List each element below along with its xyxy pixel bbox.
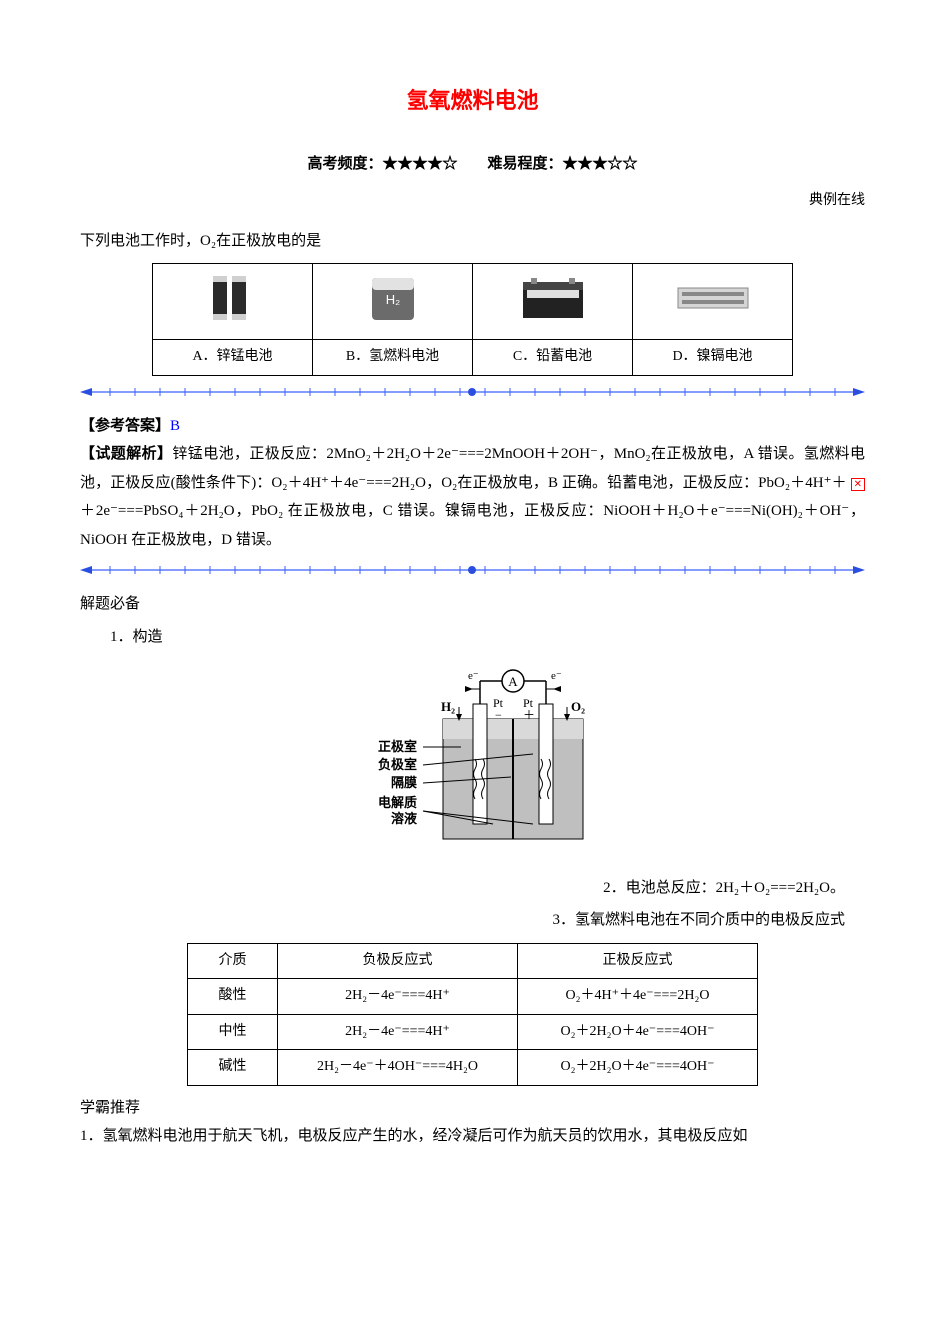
neg-room-label: 负极室 xyxy=(378,757,417,772)
essentials-item-3: 3．氢氧燃料电池在不同介质中的电极反应式 xyxy=(80,906,865,935)
question-text: 下列电池工作时，O₂在正极放电的是 xyxy=(80,227,865,256)
electron-right: e⁻ xyxy=(551,670,562,682)
meta-line: 高考频度：★★★★☆ 难易程度：★★★☆☆ xyxy=(80,150,865,179)
broken-image-icon: ✕ xyxy=(851,478,865,491)
reaction-table: 介质 负极反应式 正极反应式 酸性 2H₂－4e⁻===4H⁺ O₂＋4H⁺＋4… xyxy=(187,943,758,1086)
analysis-label: 【试题解析】 xyxy=(80,446,172,462)
zinc-mn-battery-icon xyxy=(198,268,268,324)
reaction-header-pos: 正极反应式 xyxy=(518,943,758,979)
option-a-label: A．锌锰电池 xyxy=(153,339,313,375)
diff-stars: ★★★☆☆ xyxy=(563,156,638,172)
hydrogen-fuel-cell-icon: H₂ xyxy=(358,268,428,324)
svg-text:H₂: H₂ xyxy=(385,292,399,307)
h2-label: H₂ xyxy=(441,699,455,714)
diff-label: 难易程度： xyxy=(488,156,563,172)
nicd-battery-icon xyxy=(668,268,758,324)
neg-cell: 2H₂－4e⁻===4H⁺ xyxy=(278,979,518,1015)
answer-label: 【参考答案】 xyxy=(80,418,170,434)
pos-cell: O₂＋4H⁺＋4e⁻===2H₂O xyxy=(518,979,758,1015)
battery-image-a xyxy=(153,264,313,340)
reaction-header-neg: 负极反应式 xyxy=(278,943,518,979)
o2-label: O₂ xyxy=(571,699,585,714)
option-d-label: D．镍镉电池 xyxy=(633,339,793,375)
medium-cell: 碱性 xyxy=(188,1050,278,1086)
essentials-item-1: 1．构造 xyxy=(80,623,865,652)
analysis-text-2: ＋2e⁻===PbSO₄＋2H₂O，PbO₂ 在正极放电，C 错误。镍镉电池，正… xyxy=(80,503,865,548)
electron-left: e⁻ xyxy=(468,670,479,682)
battery-image-d xyxy=(633,264,793,340)
divider-1 xyxy=(80,382,865,402)
option-b-label: B．氢燃料电池 xyxy=(313,339,473,375)
table-row: 酸性 2H₂－4e⁻===4H⁺ O₂＋4H⁺＋4e⁻===2H₂O xyxy=(188,979,758,1015)
lead-acid-battery-icon xyxy=(513,268,593,324)
table-row: 中性 2H₂－4e⁻===4H⁺ O₂＋2H₂O＋4e⁻===4OH⁻ xyxy=(188,1014,758,1050)
electrolyte-label-2: 溶液 xyxy=(391,811,417,826)
ammeter-label: A xyxy=(508,674,518,689)
answer-line: 【参考答案】B xyxy=(80,412,865,441)
option-c-label: C．铅蓄电池 xyxy=(473,339,633,375)
answer-value: B xyxy=(170,418,180,434)
analysis-text-1: 锌锰电池，正极反应：2MnO₂＋2H₂O＋2e⁻===2MnOOH＋2OH⁻，M… xyxy=(80,446,865,491)
reaction-header-medium: 介质 xyxy=(188,943,278,979)
battery-image-b: H₂ xyxy=(313,264,473,340)
battery-options-table: H₂ A．锌锰电池 B．氢燃料电池 C．铅蓄电池 D．镍镉电池 xyxy=(152,263,793,375)
pos-room-label: 正极室 xyxy=(378,739,417,754)
recommend-heading: 学霸推荐 xyxy=(80,1094,865,1123)
pos-cell: O₂＋2H₂O＋4e⁻===4OH⁻ xyxy=(518,1050,758,1086)
membrane-label: 隔膜 xyxy=(391,775,417,790)
electrolyte-label-1: 电解质 xyxy=(378,795,417,810)
page-title: 氢氧燃料电池 xyxy=(80,80,865,122)
gap xyxy=(457,156,487,172)
recommend-q1: 1．氢氧燃料电池用于航天飞机，电极反应产生的水，经冷凝后可作为航天员的饮用水，其… xyxy=(80,1122,865,1151)
section-tag-example: 典例在线 xyxy=(80,188,865,215)
svg-text:＋: ＋ xyxy=(523,708,535,722)
svg-text:−: − xyxy=(495,708,502,722)
essentials-heading: 解题必备 xyxy=(80,590,865,619)
divider-2 xyxy=(80,560,865,580)
freq-label: 高考频度： xyxy=(307,156,382,172)
essentials-item-2: 2．电池总反应：2H₂＋O₂===2H₂O。 xyxy=(80,874,865,903)
pos-cell: O₂＋2H₂O＋4e⁻===4OH⁻ xyxy=(518,1014,758,1050)
analysis-block: 【试题解析】锌锰电池，正极反应：2MnO₂＋2H₂O＋2e⁻===2MnOOH＋… xyxy=(80,440,865,554)
medium-cell: 中性 xyxy=(188,1014,278,1050)
medium-cell: 酸性 xyxy=(188,979,278,1015)
freq-stars: ★★★★☆ xyxy=(382,156,457,172)
battery-image-c xyxy=(473,264,633,340)
neg-cell: 2H₂－4e⁻===4H⁺ xyxy=(278,1014,518,1050)
fuel-cell-diagram: A e⁻ e⁻ H₂ O₂ Pt − Pt ＋ 正极室 负极室 隔膜 电解质 溶… xyxy=(80,659,865,870)
table-row: 碱性 2H₂－4e⁻＋4OH⁻===4H₂O O₂＋2H₂O＋4e⁻===4OH… xyxy=(188,1050,758,1086)
neg-cell: 2H₂－4e⁻＋4OH⁻===4H₂O xyxy=(278,1050,518,1086)
